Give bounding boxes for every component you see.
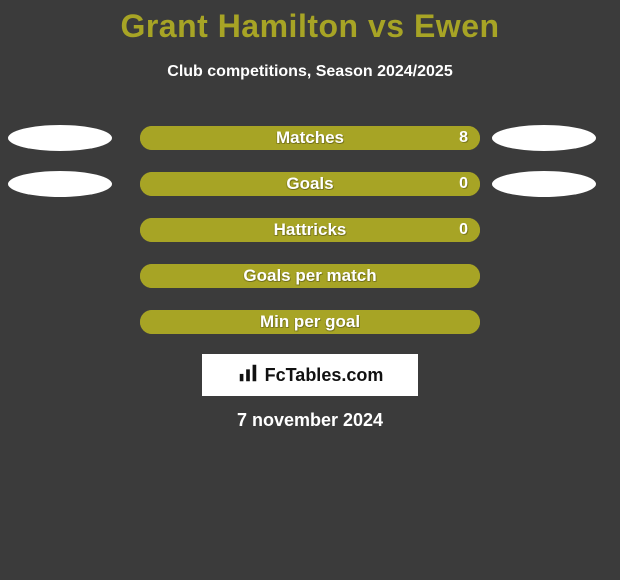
stat-label: Matches [276,128,344,148]
stat-row: Goals 0 [0,172,620,196]
stat-bar: Matches 8 [140,126,480,150]
stat-value-right: 0 [459,175,468,193]
bar-chart-icon [237,362,259,389]
player-right-marker [492,125,596,151]
stat-row: Hattricks 0 [0,218,620,242]
date-text: 7 november 2024 [0,410,620,431]
stat-bar: Goals per match [140,264,480,288]
stat-label: Min per goal [260,312,360,332]
stat-value-right: 0 [459,221,468,239]
stat-label: Hattricks [274,220,347,240]
brand-box: FcTables.com [202,354,418,396]
subtitle: Club competitions, Season 2024/2025 [0,63,620,81]
comparison-infographic: Grant Hamilton vs Ewen Club competitions… [0,0,620,580]
stat-bar: Hattricks 0 [140,218,480,242]
stat-label: Goals per match [243,266,376,286]
player-left-marker [8,171,112,197]
stat-bar: Goals 0 [140,172,480,196]
brand-text: FcTables.com [265,365,384,386]
page-title: Grant Hamilton vs Ewen [0,0,620,45]
stat-row: Matches 8 [0,126,620,150]
player-left-marker [8,125,112,151]
stat-value-right: 8 [459,129,468,147]
player-right-marker [492,171,596,197]
stat-row: Min per goal [0,310,620,334]
stat-label: Goals [286,174,333,194]
stat-row: Goals per match [0,264,620,288]
stat-bar: Min per goal [140,310,480,334]
